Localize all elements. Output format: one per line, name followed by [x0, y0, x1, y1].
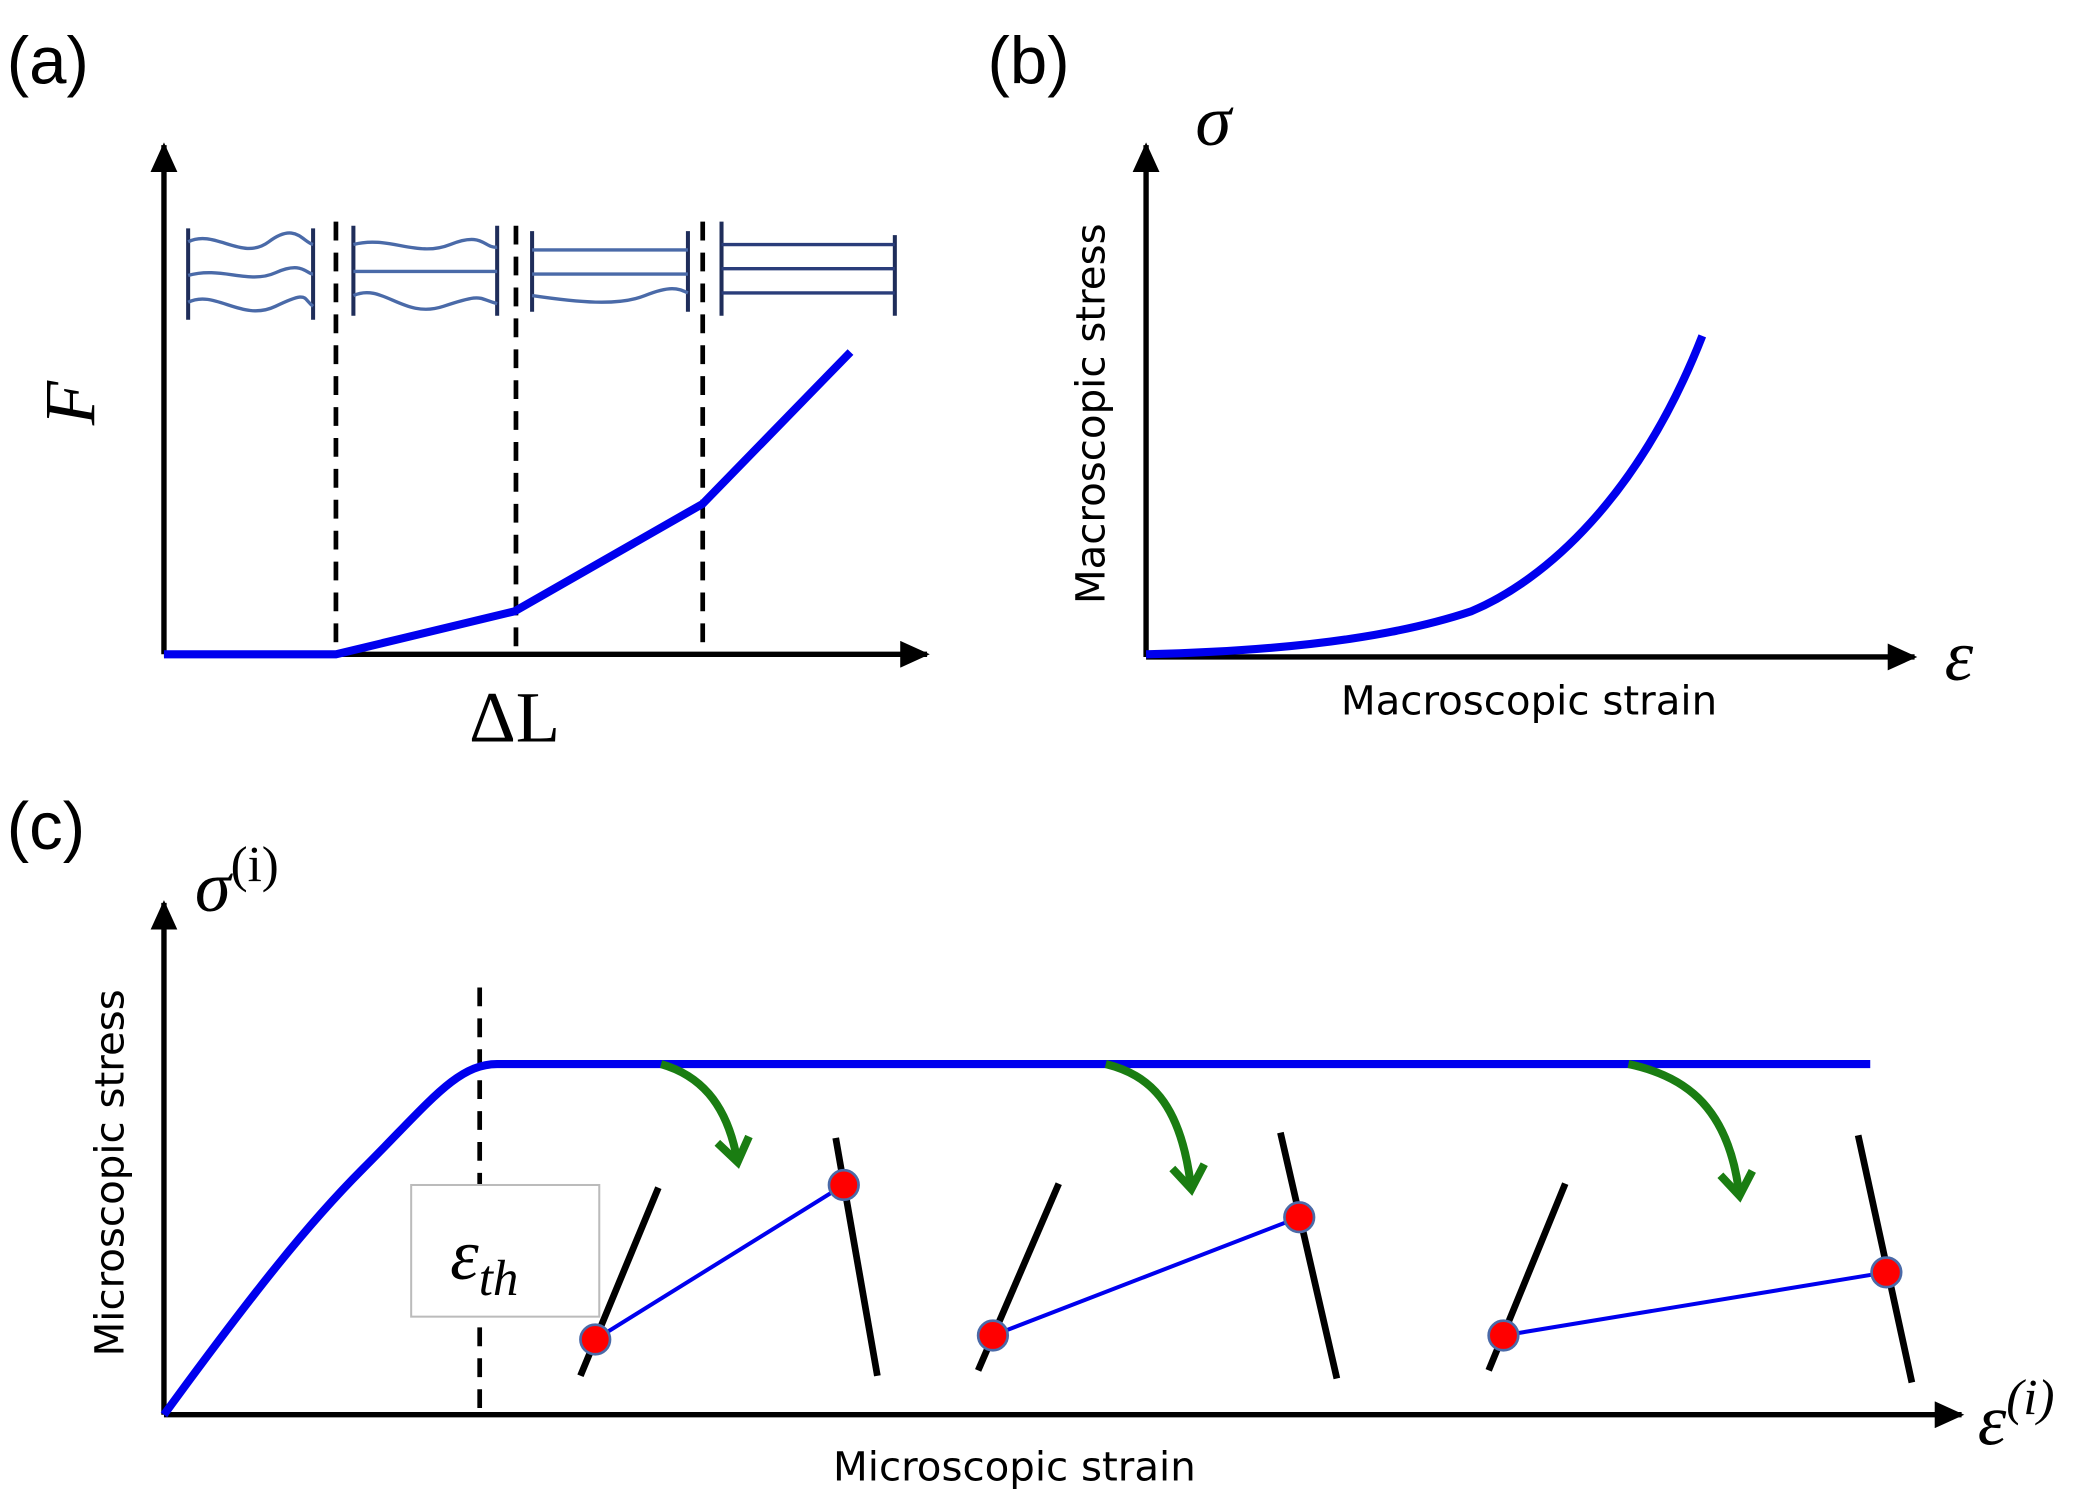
panel-c: (c) σ(i) ε(i) Microscopic stress Microsc…: [7, 789, 2055, 1490]
y-symbol: σ(i): [195, 837, 279, 927]
superscript: (i): [2006, 1371, 2054, 1427]
micro-curve: [160, 1060, 1871, 1418]
superscript: (i): [231, 837, 279, 893]
x-label: Microscopic strain: [833, 1444, 1196, 1491]
panel-label: (b): [988, 23, 1070, 98]
panel-label: (a): [7, 23, 89, 98]
x-symbol: ΔL: [469, 677, 560, 758]
panel-label: (c): [7, 789, 85, 864]
symbol: σ: [195, 846, 234, 927]
x-symbol: ε(i): [1978, 1371, 2055, 1461]
symbol: ε: [450, 1214, 479, 1295]
threshold-label: εth: [450, 1214, 518, 1307]
y-symbol: σ: [1195, 80, 1234, 161]
y-label: Microscopic stress: [87, 989, 134, 1356]
arrow: [1104, 1060, 1208, 1196]
threshold-box: [410, 1183, 601, 1318]
subscript: th: [479, 1251, 519, 1307]
arrow: [659, 1060, 753, 1169]
x-label: Macroscopic strain: [1341, 678, 1717, 725]
chain-sketches: [186, 221, 897, 320]
y-symbol: F: [29, 380, 110, 426]
bond-sketch: [1485, 1134, 1916, 1384]
bond-sketch: [975, 1131, 1341, 1380]
force-curve: [163, 349, 854, 659]
panel-a: (a) F ΔL: [7, 23, 930, 758]
arrow: [1627, 1060, 1756, 1203]
y-label: Macroscopic stress: [1067, 223, 1114, 604]
bond-sketch: [577, 1137, 881, 1378]
panel-b: (b) σ ε Macroscopic stress Macroscopic s…: [988, 23, 1974, 724]
stress-strain-curve: [1145, 334, 1707, 659]
x-symbol: ε: [1945, 615, 1974, 696]
symbol: ε: [1978, 1379, 2007, 1460]
